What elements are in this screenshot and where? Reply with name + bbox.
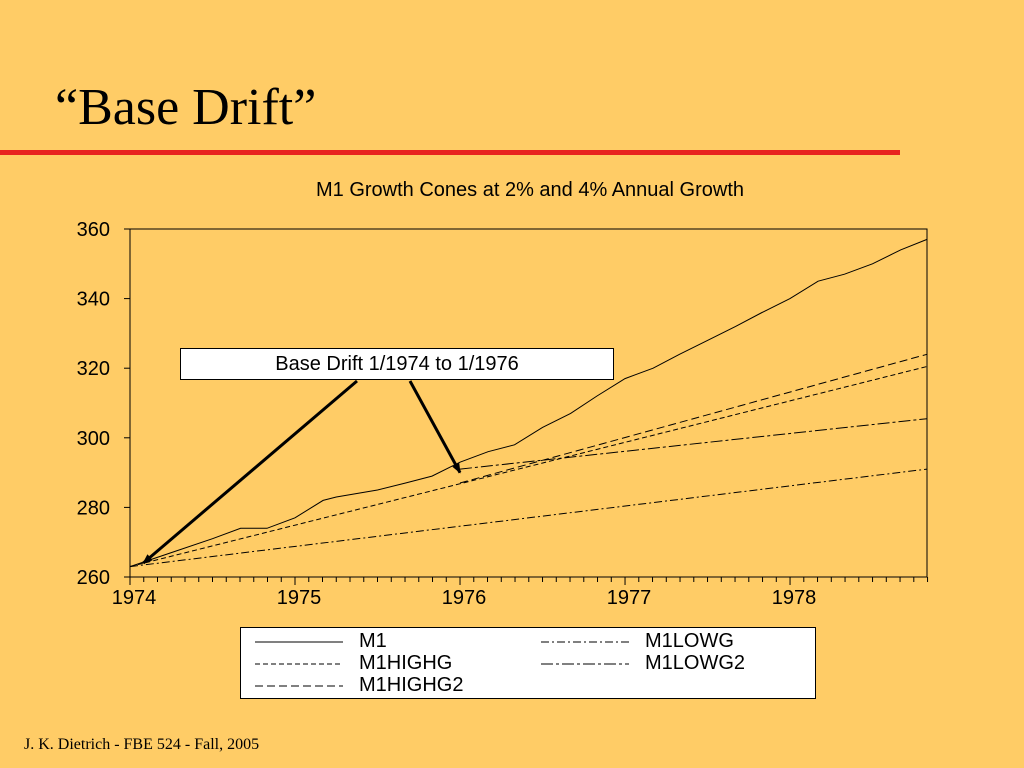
series-line-m1highg2 (459, 353, 928, 484)
x-axis: 1974 1975 1976 1977 1978 (112, 577, 929, 609)
x-tick-label: 1978 (772, 587, 817, 609)
series-line-m1 (129, 238, 928, 568)
series-line-m1lowg2 (459, 418, 928, 470)
callout-arrow (142, 379, 358, 565)
base-drift-callout: Base Drift 1/1974 to 1/1976 (180, 348, 614, 380)
y-tick-label: 260 (77, 567, 110, 589)
x-tick-label: 1977 (607, 587, 652, 609)
series-line-m1lowg (129, 468, 928, 568)
series-line-m1highg (129, 366, 928, 568)
legend-label-m1highg: M1HIGHG (359, 652, 453, 674)
legend-label-m1highg2: M1HIGHG2 (359, 674, 464, 696)
x-tick-label: 1976 (442, 587, 487, 609)
y-axis: 260 280 300 320 340 360 (77, 219, 130, 589)
legend-label-m1lowg: M1LOWG (645, 630, 734, 652)
chart-title: M1 Growth Cones at 2% and 4% Annual Grow… (316, 179, 744, 201)
callout-arrow (408, 380, 462, 474)
title-rule (0, 150, 900, 155)
y-tick-label: 280 (77, 497, 110, 519)
y-tick-label: 340 (77, 289, 110, 311)
y-tick-label: 320 (77, 358, 110, 380)
callout-arrows (142, 379, 462, 565)
legend-label-m1: M1 (359, 630, 387, 652)
x-tick-label: 1974 (112, 587, 157, 609)
slide-title: “Base Drift” (55, 79, 317, 136)
series-group (129, 238, 928, 568)
legend-label-m1lowg2: M1LOWG2 (645, 652, 746, 674)
footer: J. K. Dietrich - FBE 524 - Fall, 2005 (24, 736, 260, 753)
x-tick-label: 1975 (277, 587, 322, 609)
plot-frame (129, 228, 928, 578)
chart-legend: M1 M1HIGHG M1HIGHG2 M1LOWG M1LOWG2 (240, 627, 816, 699)
y-tick-label: 300 (77, 428, 110, 450)
y-tick-label: 360 (77, 219, 110, 241)
